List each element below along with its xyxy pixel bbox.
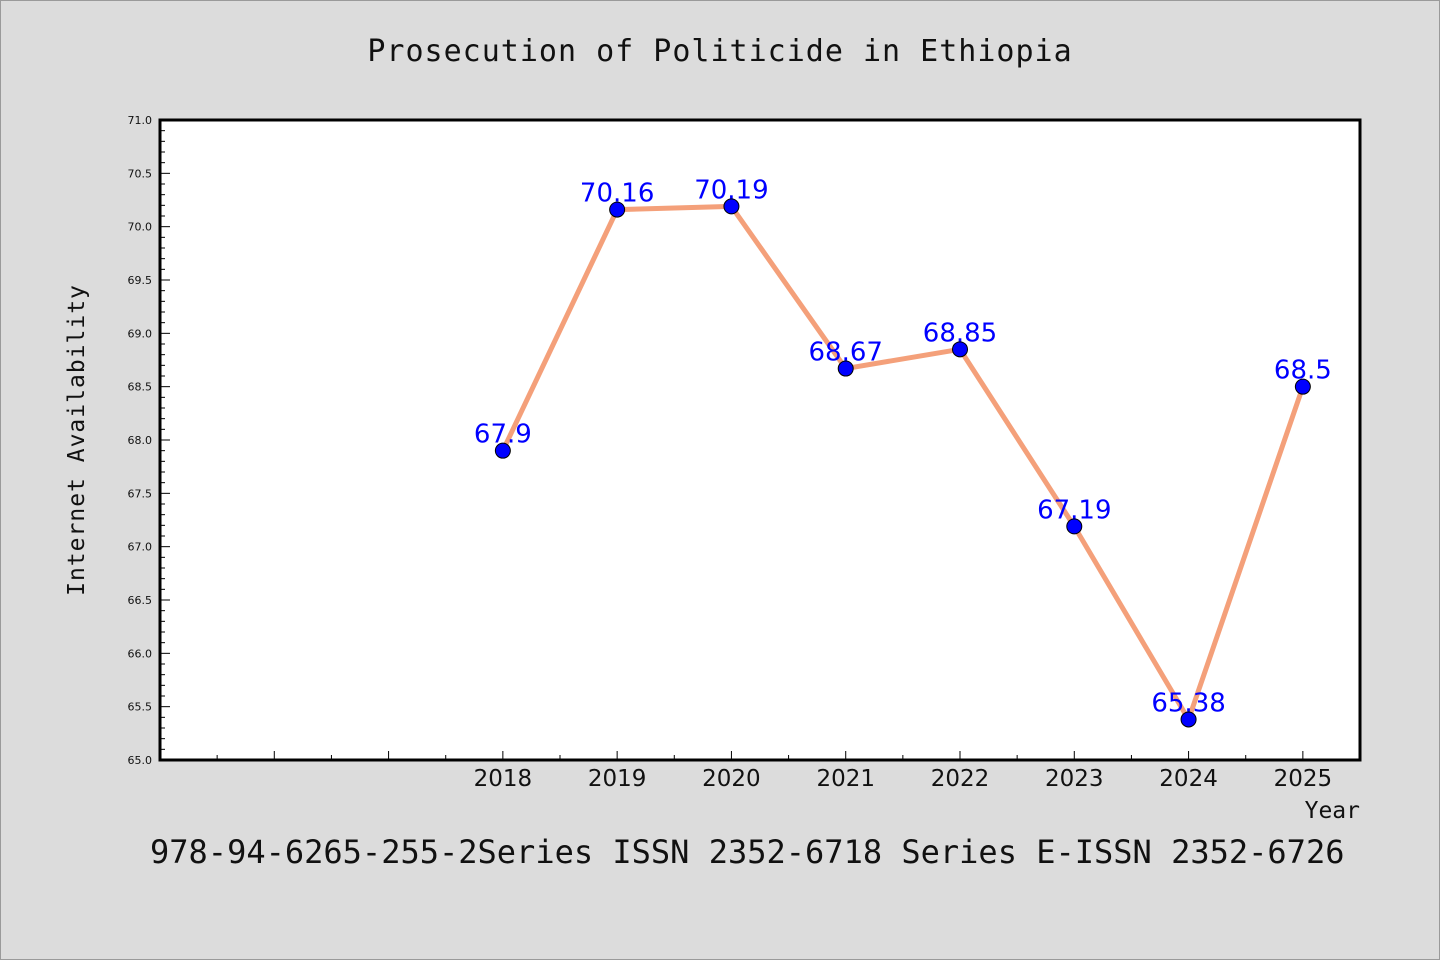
x-axis-ticks: 2018 2019 2020 2021 2022 2023 2024 2025: [159, 751, 1361, 792]
data-markers: [494, 198, 1311, 728]
data-label: 67.9: [474, 420, 532, 450]
x-tick-label: 2019: [588, 766, 647, 792]
x-tick-label: 2022: [931, 766, 990, 792]
y-axis-title: Internet Availability: [64, 284, 90, 596]
data-point-marker: [609, 201, 626, 218]
y-axis-ticks: 65.0 65.5 66.0 66.5 67.0 67.5 68.0 68.5 69.0 69.5…: [128, 114, 170, 767]
data-label: 65.38: [1151, 688, 1225, 718]
data-labels: 67.9 70.16 70.19 68.67 68.85 67.19 65.38 68.5: [474, 175, 1332, 718]
data-point-marker: [952, 341, 968, 358]
data-label: 68.5: [1274, 356, 1332, 386]
data-label: 68.85: [923, 318, 997, 348]
data-point-marker: [1180, 711, 1197, 728]
y-tick-label: 68.0: [128, 434, 153, 447]
data-label: 67.19: [1037, 495, 1111, 525]
data-point-marker: [723, 198, 740, 215]
x-tick-label: 2023: [1045, 766, 1104, 792]
series-line: [500, 203, 1306, 722]
y-tick-label: 69.5: [128, 274, 153, 287]
y-tick-label: 67.0: [128, 541, 153, 554]
chart-title: Prosecution of Politicide in Ethiopia: [367, 34, 1073, 69]
y-tick-label: 65.0: [128, 754, 153, 767]
x-axis-title: Year: [1305, 798, 1360, 824]
data-label: 70.19: [694, 175, 768, 205]
data-point-marker: [1294, 378, 1311, 395]
data-label: 70.16: [580, 179, 654, 209]
x-tick-label: 2025: [1274, 766, 1333, 792]
y-tick-label: 70.0: [128, 221, 153, 234]
y-tick-label: 65.5: [128, 701, 153, 714]
y-tick-label: 70.5: [128, 167, 153, 180]
plot-area: [158, 118, 1362, 762]
y-tick-label: 69.0: [128, 327, 153, 340]
y-tick-label: 67.5: [128, 487, 153, 500]
data-point-marker: [494, 442, 511, 459]
x-tick-label: 2024: [1159, 766, 1218, 792]
y-tick-label: 68.5: [128, 381, 153, 394]
data-label: 68.67: [808, 338, 882, 368]
x-tick-label: 2020: [702, 766, 761, 792]
data-point-marker: [837, 360, 854, 377]
y-tick-label: 71.0: [128, 114, 153, 127]
data-point-marker: [1066, 518, 1083, 535]
x-tick-label: 2021: [816, 766, 875, 792]
x-tick-label: 2018: [474, 766, 533, 792]
y-tick-label: 66.0: [128, 647, 153, 660]
footer-isbn-text: 978-94-6265-255-2Series ISSN 2352-6718 S…: [150, 833, 1345, 871]
y-tick-label: 66.5: [128, 594, 153, 607]
